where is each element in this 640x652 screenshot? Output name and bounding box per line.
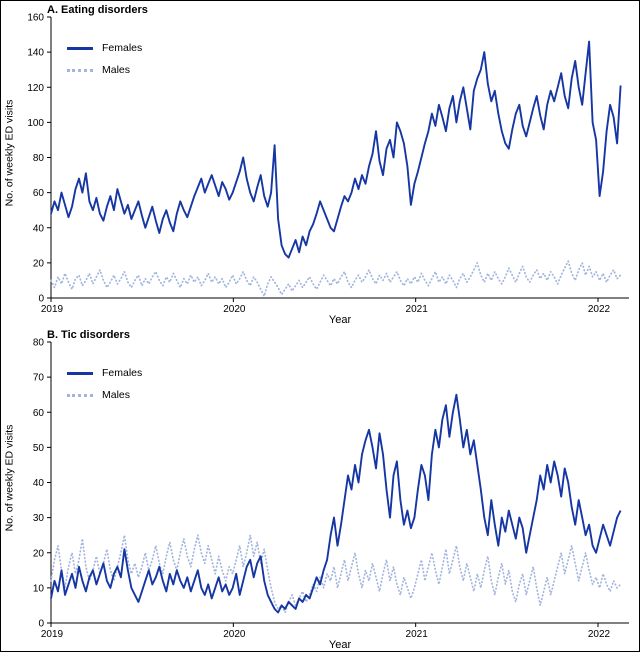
panel-eating-disorders: A. Eating disorders 0 20 40 60 80 100 120 140 16… <box>1 1 639 326</box>
x-axis-label-b: Year <box>328 639 352 651</box>
svg-text:20: 20 <box>33 548 45 559</box>
svg-text:20: 20 <box>33 258 45 269</box>
legend-item-males: Males <box>67 59 142 81</box>
legend-label-males: Males <box>102 64 131 76</box>
y-axis-label-b: No. of weekly ED visits <box>3 424 15 531</box>
svg-text:60: 60 <box>33 188 45 199</box>
y-axis-label-wrap-a: No. of weekly ED visits <box>1 1 17 304</box>
svg-text:40: 40 <box>33 223 45 234</box>
svg-text:2020: 2020 <box>223 304 246 315</box>
svg-text:0: 0 <box>38 294 44 305</box>
x-axis-label-a: Year <box>328 314 352 326</box>
svg-text:2019: 2019 <box>41 304 64 315</box>
y-axis-label-a: No. of weekly ED visits <box>3 99 15 206</box>
y-axis-label-wrap-b: No. of weekly ED visits <box>1 326 17 629</box>
males-line-swatch <box>67 68 93 72</box>
panel-tic-disorders: B. Tic disorders 0 10 20 30 40 50 60 70 80 2019 20… <box>1 326 639 651</box>
svg-text:2022: 2022 <box>588 629 611 640</box>
legend-label-females: Females <box>102 367 143 379</box>
svg-text:0: 0 <box>38 619 44 630</box>
svg-text:160: 160 <box>27 13 44 24</box>
males-line-swatch <box>67 393 93 397</box>
svg-text:2020: 2020 <box>223 629 246 640</box>
legend-label-females: Females <box>102 42 143 54</box>
svg-text:60: 60 <box>33 408 45 419</box>
svg-text:30: 30 <box>33 513 45 524</box>
legend-a: Females Males <box>67 37 142 81</box>
svg-text:140: 140 <box>27 48 44 59</box>
svg-text:2021: 2021 <box>406 304 429 315</box>
svg-text:80: 80 <box>33 338 45 349</box>
svg-text:70: 70 <box>33 373 45 384</box>
svg-text:2021: 2021 <box>406 629 429 640</box>
females-line-swatch <box>67 46 93 50</box>
legend-item-males: Males <box>67 384 142 406</box>
females-line-swatch <box>67 371 93 375</box>
panel-a-title: A. Eating disorders <box>47 4 148 16</box>
svg-text:120: 120 <box>27 83 44 94</box>
svg-text:40: 40 <box>33 478 45 489</box>
legend-b: Females Males <box>67 362 142 406</box>
legend-label-males: Males <box>102 389 131 401</box>
svg-text:80: 80 <box>33 153 45 164</box>
svg-text:10: 10 <box>33 583 45 594</box>
svg-text:50: 50 <box>33 443 45 454</box>
svg-text:2019: 2019 <box>41 629 64 640</box>
chart-a-canvas: 0 20 40 60 80 100 120 140 160 2019 2020 2021 2022 <box>27 13 629 315</box>
svg-text:100: 100 <box>27 118 44 129</box>
legend-item-females: Females <box>67 362 142 384</box>
legend-item-females: Females <box>67 37 142 59</box>
svg-text:2022: 2022 <box>588 304 611 315</box>
chart-b-canvas: 0 10 20 30 40 50 60 70 80 2019 2020 2021 2022 <box>33 338 629 640</box>
panel-b-title: B. Tic disorders <box>47 329 130 341</box>
